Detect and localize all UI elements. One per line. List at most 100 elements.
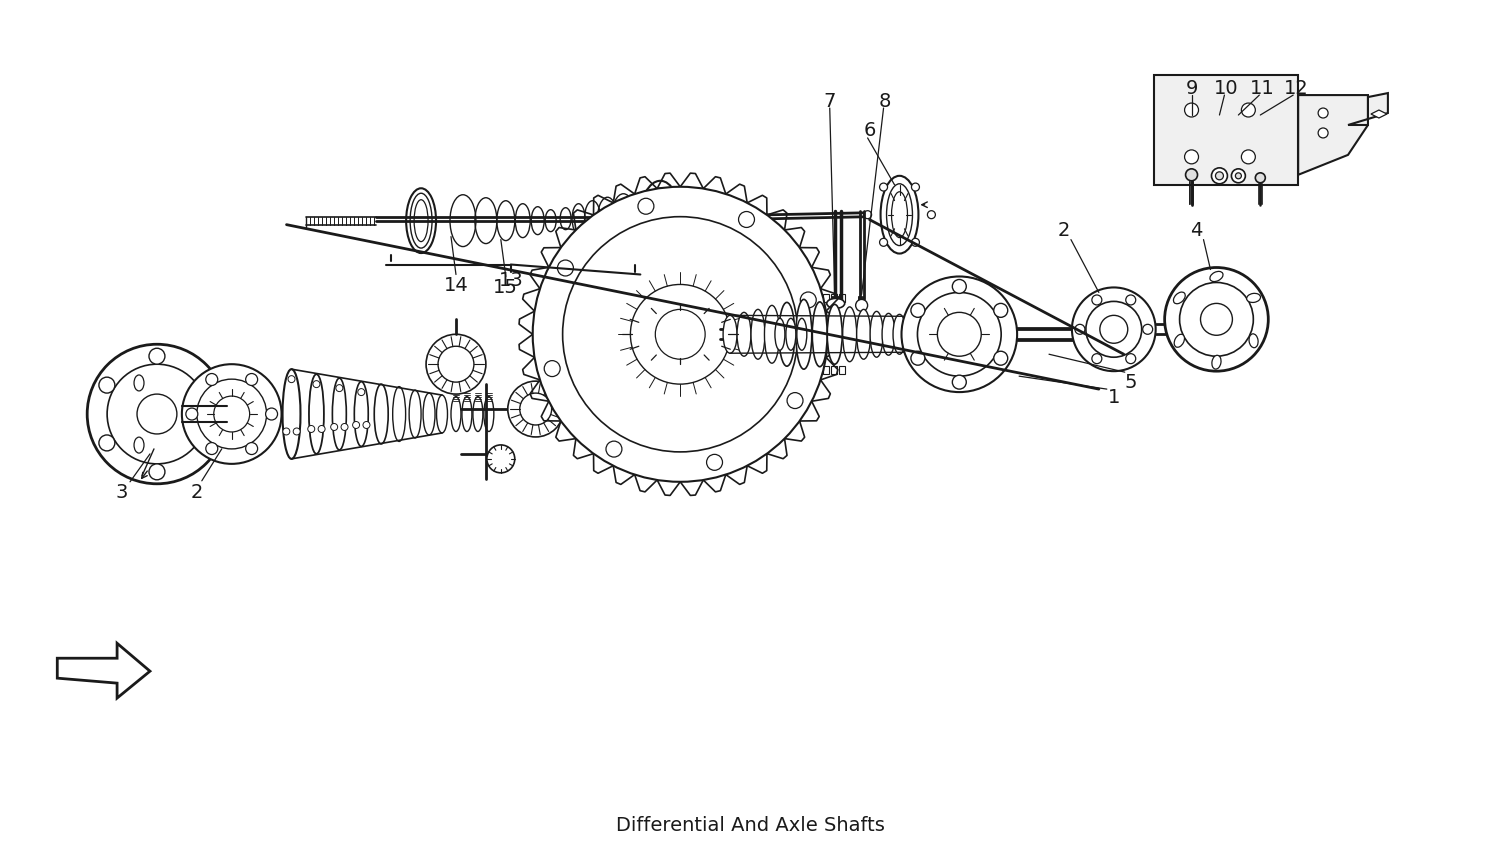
Circle shape	[99, 436, 116, 452]
Ellipse shape	[752, 310, 765, 360]
Polygon shape	[1371, 111, 1388, 119]
Ellipse shape	[436, 396, 447, 434]
Text: 9: 9	[1185, 78, 1197, 98]
Circle shape	[1092, 295, 1102, 306]
Ellipse shape	[406, 189, 436, 254]
Bar	[815, 367, 821, 375]
Text: 14: 14	[444, 276, 468, 295]
Ellipse shape	[1246, 294, 1260, 303]
Ellipse shape	[423, 393, 435, 436]
Ellipse shape	[134, 376, 144, 392]
Circle shape	[1185, 151, 1198, 165]
Circle shape	[509, 381, 564, 437]
Circle shape	[1236, 174, 1242, 180]
Ellipse shape	[393, 387, 405, 442]
Ellipse shape	[843, 307, 856, 362]
Circle shape	[336, 385, 344, 392]
Circle shape	[358, 389, 364, 396]
Circle shape	[330, 424, 338, 431]
Ellipse shape	[188, 407, 198, 423]
Circle shape	[1126, 295, 1136, 306]
Circle shape	[99, 378, 116, 393]
Circle shape	[1185, 170, 1197, 181]
Circle shape	[879, 184, 888, 192]
Ellipse shape	[723, 316, 736, 354]
Circle shape	[1232, 170, 1245, 183]
Ellipse shape	[892, 315, 906, 354]
Circle shape	[1318, 109, 1328, 119]
Circle shape	[200, 378, 214, 393]
Text: 2: 2	[190, 483, 202, 501]
Ellipse shape	[796, 300, 812, 370]
Circle shape	[200, 436, 214, 452]
Circle shape	[363, 422, 370, 429]
Circle shape	[1242, 104, 1256, 118]
Circle shape	[1126, 354, 1136, 365]
Polygon shape	[1298, 96, 1368, 176]
Circle shape	[994, 304, 1008, 318]
Ellipse shape	[856, 310, 870, 360]
Circle shape	[206, 374, 218, 386]
Circle shape	[87, 345, 226, 484]
Circle shape	[952, 280, 966, 294]
Ellipse shape	[472, 398, 483, 432]
Ellipse shape	[765, 306, 780, 364]
Ellipse shape	[906, 316, 918, 354]
Text: 4: 4	[1191, 221, 1203, 240]
Circle shape	[801, 293, 816, 309]
Ellipse shape	[1212, 356, 1221, 370]
Polygon shape	[1348, 94, 1388, 126]
Bar	[824, 295, 828, 303]
Ellipse shape	[778, 303, 795, 367]
Ellipse shape	[282, 370, 300, 459]
Circle shape	[562, 218, 798, 452]
Text: 5: 5	[1125, 372, 1137, 391]
Circle shape	[148, 349, 165, 365]
Polygon shape	[57, 643, 150, 698]
Circle shape	[879, 239, 888, 247]
Circle shape	[1072, 288, 1155, 371]
Circle shape	[488, 446, 514, 473]
Text: Differential And Axle Shafts: Differential And Axle Shafts	[615, 815, 885, 834]
Circle shape	[912, 239, 920, 247]
Circle shape	[148, 464, 165, 480]
Circle shape	[1164, 268, 1269, 371]
Circle shape	[1215, 173, 1224, 181]
Text: 8: 8	[879, 91, 891, 111]
Bar	[839, 295, 844, 303]
Circle shape	[1318, 129, 1328, 138]
Circle shape	[182, 365, 282, 464]
Ellipse shape	[1210, 272, 1222, 282]
Circle shape	[788, 393, 802, 409]
Ellipse shape	[882, 314, 896, 356]
Circle shape	[1076, 325, 1084, 335]
Ellipse shape	[374, 385, 388, 445]
Bar	[831, 295, 837, 303]
Circle shape	[1256, 174, 1266, 183]
Circle shape	[318, 426, 326, 433]
Circle shape	[352, 422, 360, 429]
Ellipse shape	[134, 437, 144, 453]
Circle shape	[246, 374, 258, 386]
Circle shape	[532, 187, 828, 482]
Text: 10: 10	[1214, 78, 1239, 98]
Circle shape	[314, 381, 320, 388]
Circle shape	[738, 212, 754, 228]
Ellipse shape	[813, 302, 826, 367]
Bar	[824, 367, 828, 375]
Text: 12: 12	[1284, 78, 1308, 98]
Text: 11: 11	[1250, 78, 1275, 98]
Ellipse shape	[1174, 335, 1185, 348]
Circle shape	[910, 304, 926, 318]
Circle shape	[952, 376, 966, 390]
Ellipse shape	[410, 391, 422, 438]
Circle shape	[558, 261, 573, 277]
Circle shape	[340, 424, 348, 431]
Bar	[839, 367, 844, 375]
Ellipse shape	[736, 313, 752, 357]
Circle shape	[1212, 169, 1227, 185]
Text: 2: 2	[1058, 221, 1070, 240]
Circle shape	[638, 199, 654, 215]
Circle shape	[912, 184, 920, 192]
Ellipse shape	[1173, 293, 1185, 305]
